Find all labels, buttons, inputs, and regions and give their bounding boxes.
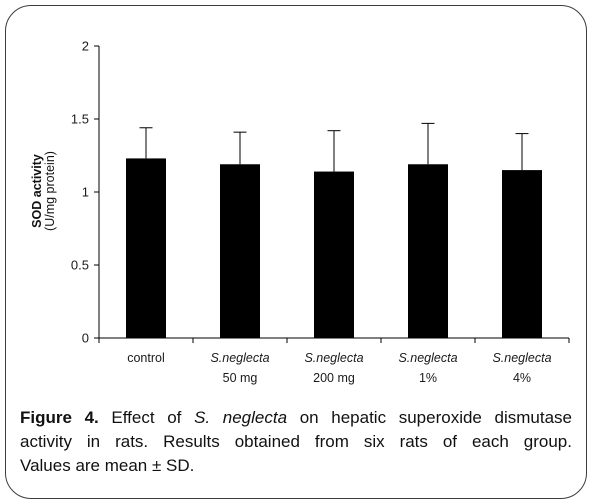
caption-text-before: Effect of xyxy=(111,408,182,427)
x-tick-label-dose: 1% xyxy=(419,371,437,385)
axes xyxy=(94,45,570,343)
figure-caption: Figure 4. Effect of S. neglecta on hepat… xyxy=(20,406,572,478)
y-axis-unit: (U/mg protein) xyxy=(43,151,57,231)
bar-chart: control S.neglecta 50 mg S.neglecta 200 mg S.… xyxy=(30,39,570,386)
caption-line-3: Values are mean ± SD. xyxy=(20,456,195,475)
caption-line-2: activity in rats. Results obtained from … xyxy=(20,432,572,451)
y-axis-title: SOD activity xyxy=(30,154,44,228)
bar xyxy=(314,171,354,338)
caption-line-1: Figure 4. Effect of S. neglecta on hepat… xyxy=(20,406,572,430)
bar xyxy=(502,170,542,338)
figure-frame xyxy=(5,5,587,499)
x-tick-label: S.neglecta xyxy=(304,351,363,365)
bar xyxy=(408,164,448,338)
species-name: S. neglecta xyxy=(194,408,288,427)
bar xyxy=(220,164,260,338)
bar xyxy=(126,158,166,338)
error-bars xyxy=(139,122,529,172)
x-tick-label: S.neglecta xyxy=(398,351,457,365)
x-tick-label: S.neglecta xyxy=(210,351,269,365)
y-tick-label: 0 xyxy=(82,331,89,346)
x-tick-label-dose: 4% xyxy=(513,371,531,385)
bars xyxy=(126,158,542,338)
y-tick-label: 0.5 xyxy=(71,258,89,273)
figure-label: Figure 4. xyxy=(20,408,99,427)
y-tick-label: 1 xyxy=(82,185,89,200)
y-tick-label: 2 xyxy=(82,39,89,54)
y-tick-label: 1.5 xyxy=(71,112,89,127)
x-tick-label: S.neglecta xyxy=(492,351,551,365)
x-tick-label: control xyxy=(127,351,165,365)
x-tick-label-dose: 50 mg xyxy=(223,371,258,385)
tick-labels: control S.neglecta 50 mg S.neglecta 200 mg S.… xyxy=(71,39,552,386)
x-tick-label-dose: 200 mg xyxy=(313,371,355,385)
caption-text-after: on hepatic superoxide dismutase xyxy=(299,408,573,427)
